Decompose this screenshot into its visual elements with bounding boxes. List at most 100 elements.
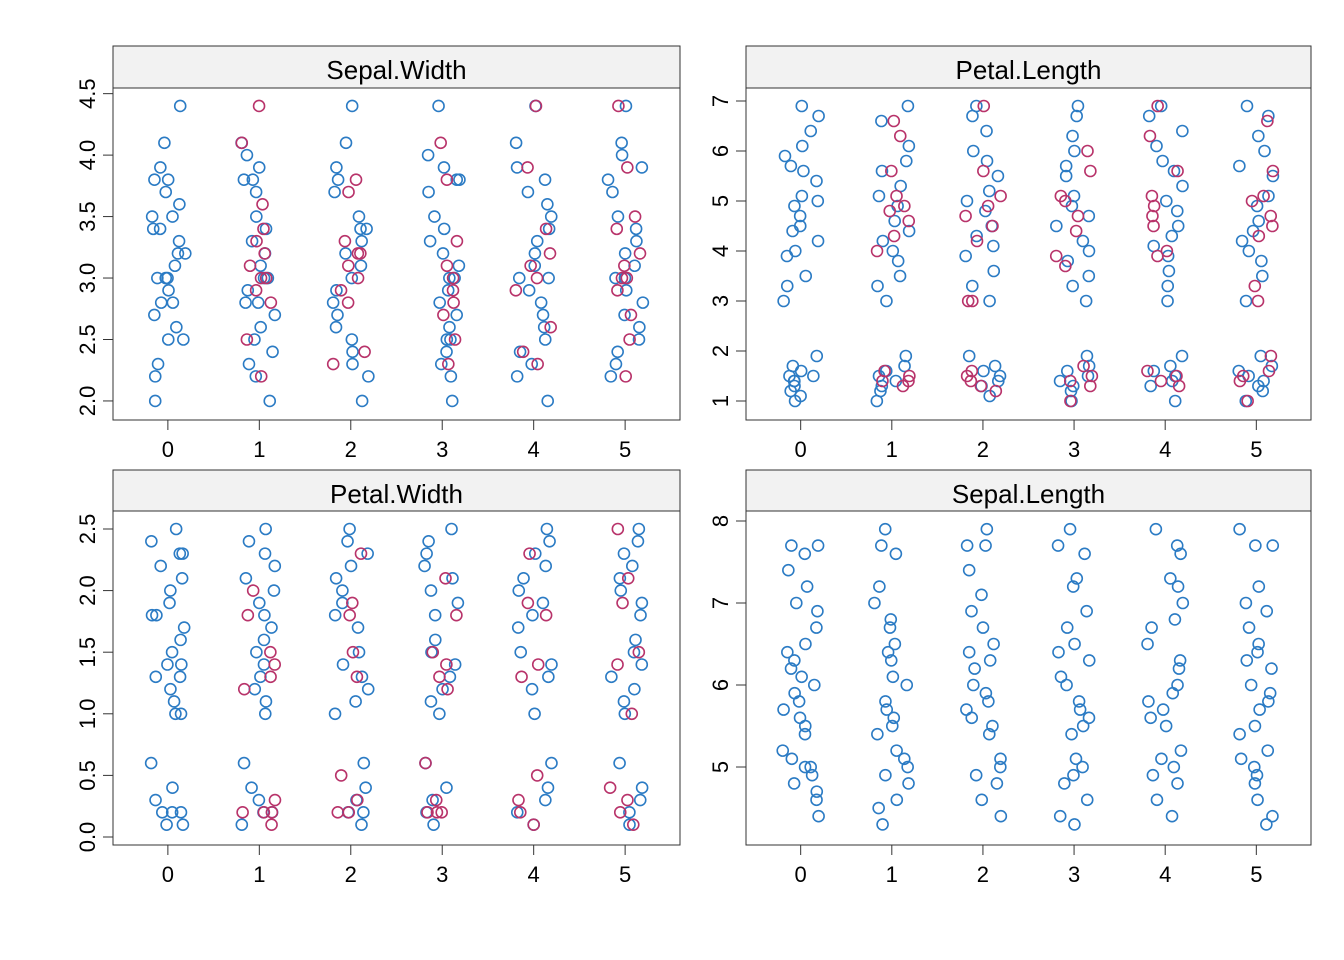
point bbox=[989, 384, 1003, 398]
point bbox=[1173, 654, 1187, 667]
point bbox=[890, 744, 903, 757]
point bbox=[1161, 294, 1174, 308]
point bbox=[145, 608, 159, 622]
point bbox=[626, 559, 639, 573]
point bbox=[330, 161, 343, 174]
point bbox=[346, 645, 360, 659]
point bbox=[1164, 359, 1177, 373]
point bbox=[328, 185, 341, 199]
point bbox=[240, 148, 254, 162]
point bbox=[1081, 144, 1094, 158]
point bbox=[1060, 621, 1074, 634]
point bbox=[346, 596, 359, 610]
x-tick-label: 3 bbox=[436, 437, 448, 462]
point bbox=[179, 247, 192, 260]
point bbox=[257, 633, 271, 647]
point bbox=[148, 173, 161, 186]
point bbox=[875, 114, 888, 128]
point bbox=[1142, 695, 1155, 708]
point bbox=[1151, 249, 1164, 263]
point bbox=[237, 682, 251, 696]
point bbox=[1156, 703, 1170, 716]
point bbox=[452, 259, 466, 273]
point bbox=[875, 539, 888, 552]
point bbox=[239, 296, 252, 309]
point bbox=[789, 244, 802, 258]
point bbox=[448, 333, 462, 346]
point bbox=[885, 719, 899, 733]
point bbox=[1175, 349, 1189, 363]
point bbox=[1143, 129, 1157, 143]
point bbox=[243, 259, 257, 273]
point bbox=[161, 333, 175, 346]
point bbox=[601, 173, 615, 186]
point bbox=[1252, 129, 1265, 143]
point bbox=[521, 596, 535, 610]
point bbox=[994, 809, 1008, 823]
point bbox=[256, 197, 269, 211]
point bbox=[871, 279, 884, 293]
point bbox=[808, 678, 821, 692]
point bbox=[423, 234, 437, 248]
point bbox=[1261, 114, 1274, 128]
point bbox=[633, 320, 646, 334]
point bbox=[441, 682, 454, 696]
point bbox=[435, 357, 448, 371]
point bbox=[259, 695, 273, 708]
point bbox=[982, 184, 996, 198]
point bbox=[339, 247, 352, 260]
point bbox=[517, 571, 530, 585]
point bbox=[154, 296, 168, 309]
point bbox=[1162, 264, 1176, 278]
point bbox=[248, 333, 261, 346]
point bbox=[259, 271, 273, 285]
point bbox=[509, 136, 523, 150]
point bbox=[450, 308, 464, 322]
point bbox=[1159, 719, 1173, 733]
point bbox=[352, 210, 366, 223]
point bbox=[165, 645, 179, 659]
x-tick-label: 3 bbox=[436, 862, 448, 887]
point bbox=[242, 357, 256, 371]
point bbox=[544, 320, 557, 334]
point bbox=[991, 169, 1005, 183]
point bbox=[437, 308, 450, 322]
point bbox=[1070, 109, 1083, 123]
point bbox=[433, 707, 446, 721]
point bbox=[886, 244, 900, 258]
point bbox=[420, 547, 433, 560]
point bbox=[974, 379, 988, 393]
point bbox=[265, 621, 278, 634]
point bbox=[1066, 279, 1079, 293]
point bbox=[611, 658, 624, 671]
point bbox=[537, 320, 551, 334]
point bbox=[1076, 234, 1090, 248]
point bbox=[516, 345, 530, 359]
point bbox=[424, 695, 438, 708]
point bbox=[901, 760, 914, 774]
point bbox=[898, 359, 911, 373]
point bbox=[358, 345, 371, 359]
point bbox=[259, 522, 272, 536]
x-tick-label: 0 bbox=[162, 437, 174, 462]
point bbox=[616, 596, 629, 610]
point bbox=[878, 522, 892, 536]
y-tick-label: 2.0 bbox=[75, 386, 100, 417]
point bbox=[1233, 727, 1246, 741]
point bbox=[249, 370, 263, 383]
point bbox=[342, 185, 355, 199]
point bbox=[795, 99, 809, 113]
point bbox=[987, 239, 1000, 253]
point bbox=[1171, 580, 1185, 593]
point bbox=[1263, 686, 1277, 700]
point bbox=[515, 670, 528, 684]
point bbox=[342, 259, 355, 273]
point bbox=[1155, 752, 1168, 766]
point bbox=[1159, 194, 1173, 208]
point bbox=[1266, 219, 1279, 233]
point bbox=[876, 818, 889, 831]
point bbox=[1156, 154, 1169, 168]
point bbox=[896, 379, 910, 393]
point bbox=[345, 333, 359, 346]
point bbox=[1069, 752, 1083, 766]
